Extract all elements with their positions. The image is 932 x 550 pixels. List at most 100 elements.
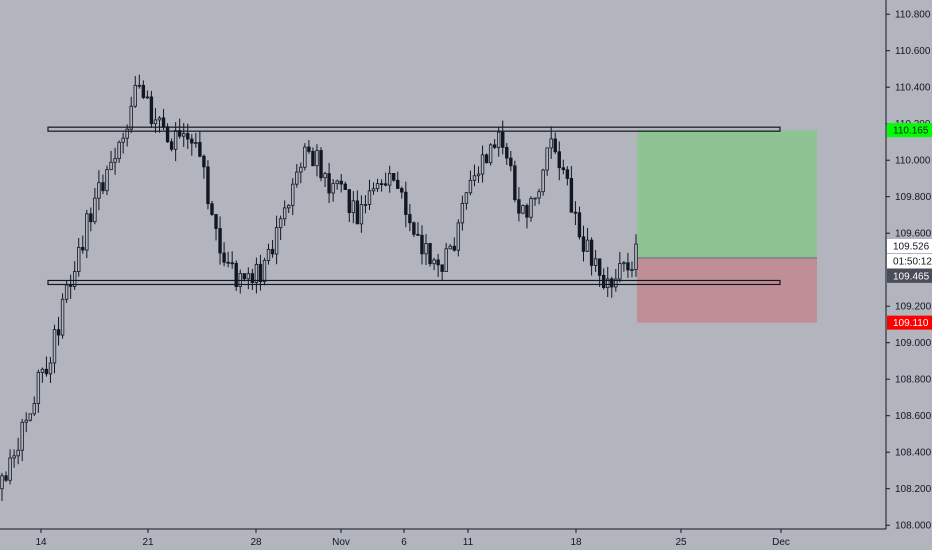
price-badges: 110.165 109.526 01:50:12 109.465 109.110 <box>887 123 932 330</box>
candle-body <box>72 271 77 287</box>
candle-body <box>359 204 364 225</box>
time-tick-label: Dec <box>772 537 790 548</box>
candle <box>488 143 493 166</box>
candle-body <box>182 133 186 137</box>
candle <box>218 216 222 265</box>
candle-body <box>428 243 432 265</box>
candle <box>24 412 28 433</box>
current-price-badge-text: 109.526 <box>893 242 930 253</box>
candle-body <box>387 172 392 186</box>
candle <box>72 261 77 290</box>
candle <box>186 123 190 149</box>
candle <box>246 267 251 290</box>
candle <box>404 181 408 228</box>
candle <box>537 188 541 205</box>
candle-body <box>343 183 347 190</box>
candle-body <box>311 150 315 167</box>
candle <box>169 138 174 152</box>
candle-body <box>505 146 509 159</box>
candle <box>339 173 343 193</box>
time-axis[interactable]: 14 21 28 Nov 6 11 18 25 Dec <box>35 529 790 548</box>
candle <box>432 257 436 271</box>
candle-body <box>52 329 57 364</box>
candle-body <box>501 131 505 148</box>
candle-body <box>145 96 150 99</box>
candle-body <box>412 222 416 235</box>
candle <box>400 186 404 199</box>
candle-body <box>630 269 634 271</box>
time-tick-label: 18 <box>570 537 582 548</box>
candle <box>396 171 400 189</box>
candle <box>505 143 509 165</box>
candle-body <box>331 183 335 194</box>
candle-body <box>626 262 630 271</box>
candle <box>436 253 440 277</box>
candle <box>133 76 137 108</box>
time-tick-label: 28 <box>250 537 262 548</box>
candle-body <box>218 228 222 254</box>
candle <box>262 257 267 286</box>
candle <box>618 251 622 283</box>
candle <box>206 160 210 210</box>
candle-body <box>169 141 174 150</box>
candle <box>77 238 81 277</box>
candle <box>472 164 477 187</box>
candle <box>56 316 61 346</box>
candle-body <box>77 246 81 272</box>
candle-body <box>416 233 420 236</box>
candle-body <box>375 183 380 190</box>
countdown-badge-bg <box>887 254 932 268</box>
countdown-badge-text: 01:50:12 <box>893 257 932 268</box>
candle <box>93 187 97 225</box>
candle-body <box>484 154 489 164</box>
candle-body <box>109 161 113 171</box>
candle-body <box>246 273 251 280</box>
candle <box>601 268 606 290</box>
candle <box>311 147 315 167</box>
candle <box>105 165 109 196</box>
candle <box>577 206 582 240</box>
support-line[interactable] <box>47 279 781 286</box>
candle-body <box>274 227 279 255</box>
candle <box>327 162 331 204</box>
candle <box>581 225 586 262</box>
candle-body <box>278 218 283 229</box>
candle-body <box>541 169 545 193</box>
candle <box>509 150 513 172</box>
candle <box>291 178 295 216</box>
channel-lines[interactable] <box>47 126 781 286</box>
candle <box>4 471 8 483</box>
candle-body <box>497 131 501 148</box>
candle <box>416 222 420 236</box>
candle <box>456 219 461 257</box>
candle-body <box>133 84 137 107</box>
candle-body <box>307 146 311 152</box>
candle-body <box>355 200 360 225</box>
price-tick-label: 108.400 <box>895 448 932 459</box>
candle-body <box>202 155 206 168</box>
candle-body <box>367 190 372 205</box>
candle <box>492 139 497 150</box>
candle-body <box>85 213 89 251</box>
candle-body <box>48 362 53 375</box>
candle <box>89 207 93 232</box>
candle-body <box>601 274 606 288</box>
candle-body <box>266 248 271 261</box>
candle <box>36 369 41 413</box>
candle <box>85 209 89 259</box>
candle-body <box>525 205 529 218</box>
candle <box>266 243 271 265</box>
candle-body <box>476 173 481 177</box>
candle-body <box>347 189 351 214</box>
candle <box>480 145 485 183</box>
candle-body <box>593 258 598 266</box>
candle-body <box>12 455 16 459</box>
candle-body <box>472 175 477 181</box>
candle-body <box>468 179 473 194</box>
candle-body <box>480 154 485 175</box>
candle <box>190 134 194 156</box>
candle-body <box>424 243 428 255</box>
candle-body <box>521 205 525 214</box>
resistance-line[interactable] <box>47 126 781 132</box>
